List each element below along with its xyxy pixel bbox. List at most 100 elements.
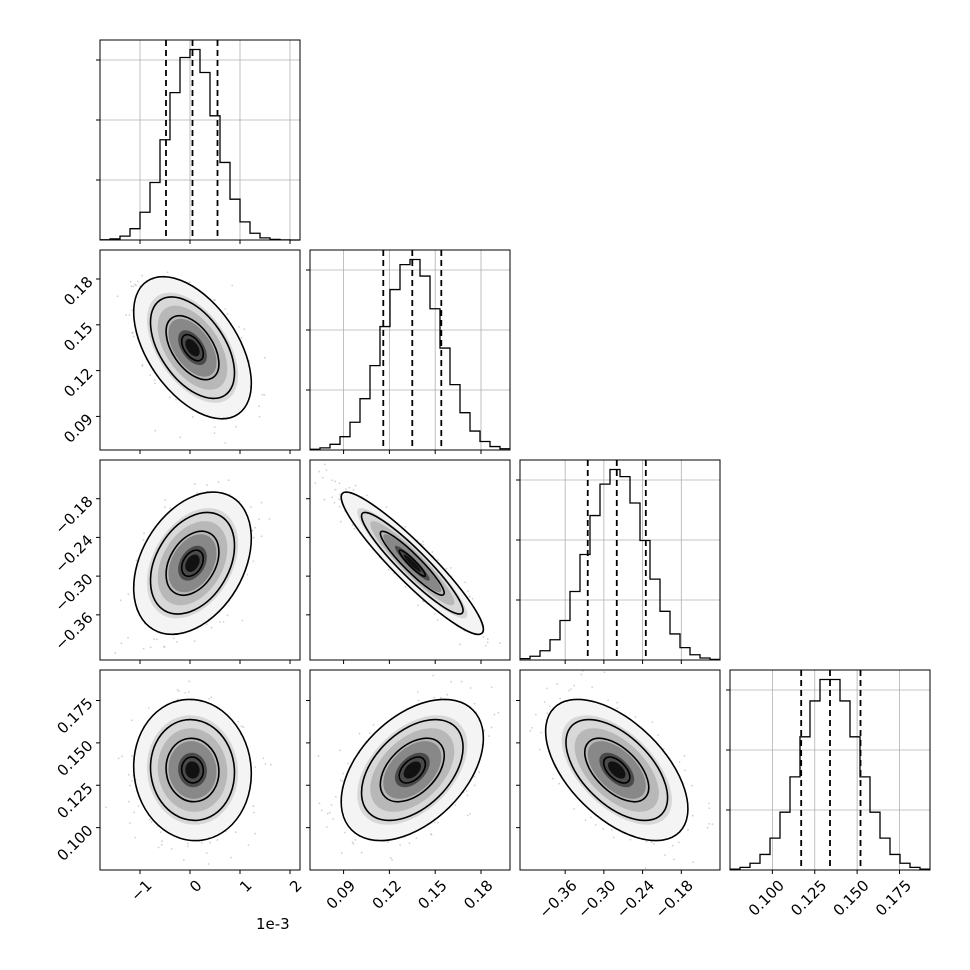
sample-point (214, 298, 216, 301)
sample-point (399, 844, 401, 846)
sample-point (230, 856, 232, 859)
hist-frame-1 (309, 249, 511, 451)
sample-point (258, 405, 260, 408)
sample-point (161, 840, 164, 843)
sample-point (338, 498, 340, 501)
sample-point (466, 814, 469, 817)
hist-frame-3 (729, 669, 931, 871)
panel-content-2-0 (114, 479, 271, 655)
sample-point (210, 696, 213, 699)
sample-point (196, 492, 199, 494)
sample-point (127, 800, 130, 803)
sample-point (466, 794, 469, 797)
sample-point (188, 281, 191, 284)
sample-point (240, 336, 243, 339)
sample-point (334, 488, 337, 491)
sample-point (172, 637, 175, 640)
sample-point (187, 691, 190, 693)
sample-point (188, 680, 191, 683)
sample-point (430, 832, 432, 835)
sample-point (193, 640, 196, 643)
sample-point (246, 573, 249, 576)
sample-point (321, 476, 324, 479)
sample-point (247, 844, 250, 846)
sample-point (141, 365, 144, 367)
sample-point (186, 845, 189, 848)
sample-point (114, 652, 117, 655)
sample-point (121, 755, 124, 758)
sample-point (154, 382, 156, 385)
sample-point (127, 773, 130, 776)
sample-point (318, 470, 321, 473)
sample-point (133, 811, 136, 814)
sample-point (323, 498, 326, 501)
sample-point (422, 540, 424, 543)
contour-line-1 (149, 718, 236, 822)
sample-point (433, 696, 436, 699)
sample-point (217, 481, 220, 483)
contour-line-0 (132, 275, 253, 420)
scatter-panel-1-0 (96, 249, 301, 454)
sample-point (141, 364, 144, 366)
sample-point (164, 499, 167, 501)
sample-point (184, 692, 187, 694)
sample-point (216, 872, 218, 874)
sample-point (219, 621, 221, 623)
sample-point (326, 812, 329, 815)
sample-point (348, 486, 351, 489)
sample-point (344, 831, 346, 834)
sample-point (193, 483, 196, 485)
sample-point (431, 551, 434, 553)
sample-point (132, 285, 135, 288)
sample-point (153, 379, 156, 381)
sample-point (263, 393, 266, 396)
sample-point (127, 636, 129, 639)
sample-point (227, 479, 230, 482)
sample-point (160, 843, 163, 846)
sample-point (263, 356, 266, 359)
sample-point (464, 581, 467, 584)
sample-point (234, 425, 237, 428)
sample-point (260, 535, 263, 538)
sample-point (213, 432, 216, 435)
contour-line-2 (165, 737, 220, 803)
sample-point (127, 593, 130, 595)
contour-line-0 (132, 491, 253, 636)
sample-point (324, 463, 326, 466)
sample-point (417, 699, 420, 702)
sample-point (262, 757, 265, 760)
sample-point (186, 842, 189, 845)
sample-point (149, 374, 152, 376)
sample-point (473, 702, 476, 705)
sample-point (432, 674, 435, 677)
sample-point (238, 326, 240, 328)
sample-point (366, 494, 368, 497)
sample-point (213, 426, 216, 428)
sample-point (486, 638, 489, 640)
sample-point (231, 284, 234, 287)
hist-frame-0 (99, 39, 301, 241)
panel-content-2-1 (314, 463, 502, 647)
sample-point (205, 852, 208, 854)
panel-content-3-1 (317, 674, 500, 870)
sample-point (137, 805, 140, 807)
sample-point (150, 821, 153, 823)
sample-point (387, 568, 390, 571)
density-fill-5 (185, 761, 200, 779)
sample-point (163, 645, 165, 648)
sample-point (360, 851, 363, 854)
sample-point (242, 726, 245, 728)
sample-point (131, 332, 134, 334)
sample-point (254, 766, 257, 768)
sample-point (325, 469, 328, 471)
sample-point (209, 841, 211, 844)
sample-point (135, 559, 138, 562)
contour-line-0 (132, 698, 253, 842)
sample-point (338, 505, 341, 508)
sample-point (207, 863, 210, 865)
sample-point (258, 518, 260, 520)
panel-frame (309, 459, 511, 661)
sample-point (468, 595, 471, 598)
sample-point (128, 314, 131, 316)
contour-line-3 (180, 756, 205, 784)
